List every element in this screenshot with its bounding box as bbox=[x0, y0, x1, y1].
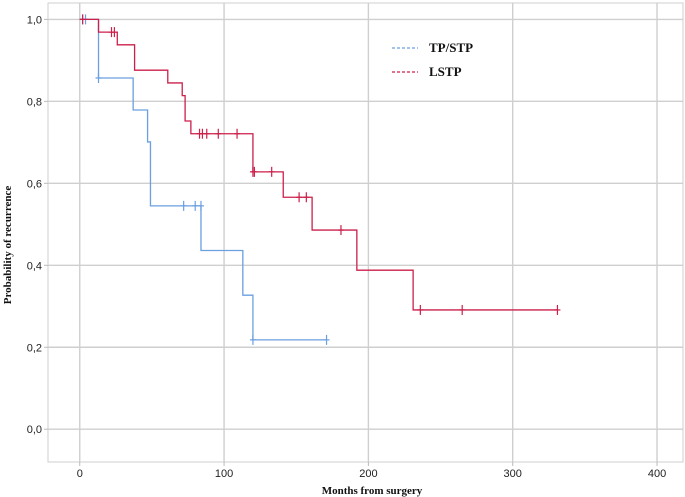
legend-label: LSTP bbox=[429, 64, 462, 79]
x-axis-title: Months from surgery bbox=[322, 485, 423, 497]
y-tick-label: 0,0 bbox=[27, 424, 42, 436]
legend-label: TP/STP bbox=[429, 40, 473, 55]
x-tick-label: 400 bbox=[648, 468, 666, 480]
y-axis-title: Probability of recurrence bbox=[2, 186, 14, 305]
x-tick-label: 300 bbox=[504, 468, 522, 480]
survival-curve bbox=[79, 18, 558, 311]
series-group bbox=[79, 14, 561, 345]
legend: TP/STP LSTP bbox=[392, 40, 473, 79]
grid bbox=[47, 2, 684, 463]
x-tick-label: 100 bbox=[215, 468, 233, 480]
x-tick-label: 200 bbox=[359, 468, 377, 480]
y-tick-label: 0,6 bbox=[27, 178, 42, 190]
y-tick-label: 0,2 bbox=[27, 342, 42, 354]
series-tp-stp bbox=[79, 14, 330, 345]
y-tick-label: 1,0 bbox=[27, 14, 42, 26]
axes: 0 100 200 300 400 0,0 0,2 0,4 0,6 0,8 1,0 bbox=[27, 14, 666, 480]
series-lstp bbox=[79, 14, 561, 315]
plot-frame bbox=[47, 2, 684, 463]
y-tick-label: 0,8 bbox=[27, 96, 42, 108]
y-tick-label: 0,4 bbox=[27, 260, 42, 272]
x-tick-label: 0 bbox=[77, 468, 83, 480]
survival-curve bbox=[79, 18, 327, 341]
